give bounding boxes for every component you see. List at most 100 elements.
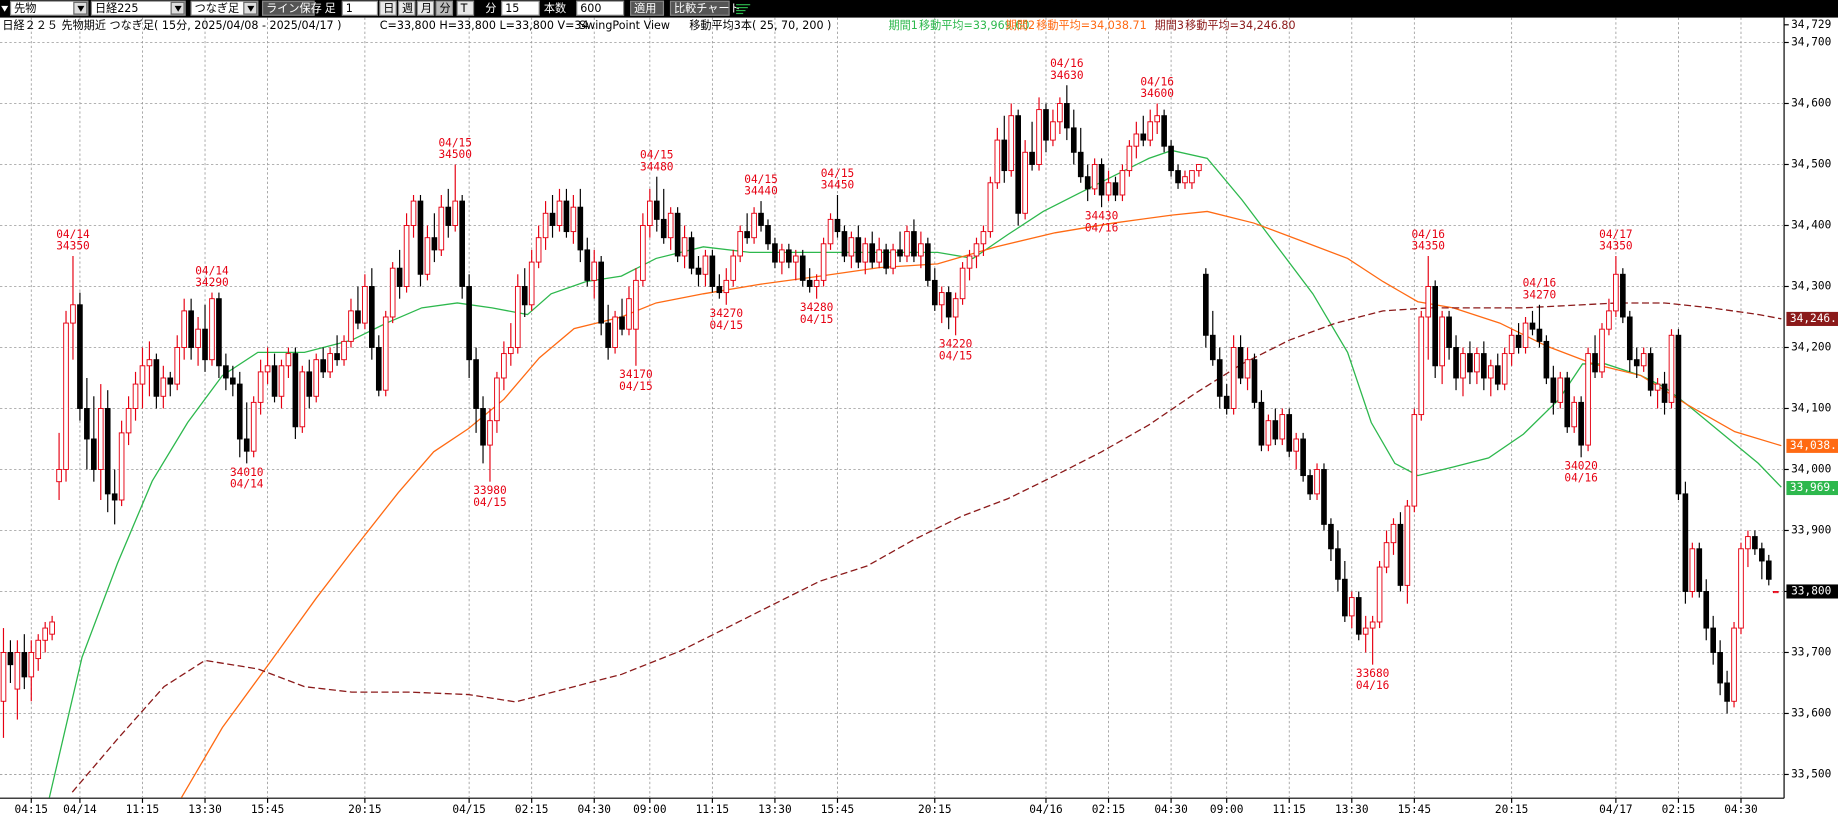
candle-body	[1022, 151, 1028, 214]
candle-body	[362, 286, 368, 324]
candle-body	[70, 304, 76, 324]
candle-body	[1147, 121, 1154, 141]
candle-body	[1182, 176, 1188, 184]
swing-label: 04/14	[195, 264, 229, 277]
candle-body	[306, 371, 313, 397]
swing-label: 34350	[1411, 240, 1445, 253]
candle-body	[188, 310, 194, 348]
candle-body	[494, 377, 500, 422]
candle-body	[730, 255, 737, 281]
y-tick-label: 34,400	[1791, 218, 1831, 231]
input[interactable]	[341, 0, 379, 16]
button[interactable]	[669, 0, 730, 16]
swing-label: 34220	[939, 338, 973, 351]
select-text: 先物	[14, 1, 36, 15]
button-text: 適用	[634, 1, 656, 15]
candle-body	[35, 639, 42, 660]
candle-body	[369, 286, 375, 348]
x-tick-label: 09:00	[1210, 803, 1244, 816]
x-tick-label: 04:30	[1154, 803, 1188, 816]
candle-body	[549, 212, 556, 226]
select[interactable]	[9, 0, 89, 16]
candle-body	[556, 200, 563, 226]
candle-body	[1481, 353, 1487, 379]
period-button[interactable]	[435, 0, 454, 16]
candle-body	[1675, 334, 1682, 495]
candle-body	[1418, 316, 1425, 416]
swing-label: 04/15	[619, 380, 653, 393]
period-button[interactable]	[397, 0, 416, 16]
candle-body	[1286, 414, 1293, 452]
period-button-text: 分	[440, 2, 451, 15]
candle-body	[1613, 273, 1619, 312]
swing-label: 04/16	[1411, 228, 1445, 241]
x-tick-label: 02:15	[1092, 803, 1126, 816]
label: 足	[325, 2, 336, 15]
candle-body	[1772, 591, 1779, 594]
swing-label: 33680	[1356, 667, 1390, 680]
candle-body	[257, 371, 264, 403]
candle-body	[1397, 523, 1404, 586]
candle-body	[1244, 359, 1251, 379]
candle-body	[153, 359, 160, 397]
candle-body	[806, 279, 813, 287]
period-button[interactable]	[416, 0, 435, 16]
candle-body	[514, 286, 521, 348]
button[interactable]	[261, 0, 315, 16]
y-tick-label: 33,500	[1791, 767, 1831, 780]
dropdown-arrow	[247, 5, 255, 12]
price-badge	[1786, 311, 1838, 326]
select[interactable]	[190, 0, 259, 16]
x-tick-label: 09:00	[633, 803, 667, 816]
candle-body	[1508, 334, 1515, 355]
y-tick-label: 34,300	[1791, 279, 1831, 292]
x-tick-label: 11:15	[126, 803, 160, 816]
input-text: 1	[346, 2, 353, 15]
candle-body	[438, 206, 445, 251]
candle-body	[1731, 627, 1737, 702]
input[interactable]	[576, 0, 625, 16]
candle-body	[63, 322, 69, 470]
candle-body	[584, 249, 591, 281]
candle-body	[563, 200, 570, 233]
candle-body	[473, 359, 479, 409]
candle-body	[1592, 353, 1598, 373]
input[interactable]	[501, 0, 540, 16]
swing-label: 34440	[744, 185, 778, 198]
candle-body	[1077, 151, 1084, 178]
candle-body	[1279, 414, 1286, 440]
candle-body	[111, 493, 118, 501]
x-tick-label: 02:15	[1662, 803, 1696, 816]
candle-body	[1230, 347, 1237, 409]
candle-body	[42, 627, 48, 641]
candle-body	[1453, 347, 1459, 379]
period-button[interactable]	[456, 0, 475, 16]
candle-body	[285, 353, 292, 367]
candle-body	[1015, 115, 1021, 214]
period-button[interactable]	[379, 0, 397, 16]
candle-body	[1654, 383, 1661, 391]
price-badge-label: 34,038.	[1790, 439, 1837, 452]
candle-body	[271, 365, 278, 397]
candle-body	[1001, 139, 1008, 172]
candle-body	[1265, 420, 1272, 446]
menu-arrow[interactable]	[1, 5, 9, 12]
candle-body	[77, 304, 83, 409]
candle-body	[91, 438, 97, 470]
candle-body	[1425, 286, 1432, 318]
y-tick-label: 34,729	[1791, 18, 1831, 31]
select[interactable]	[90, 0, 186, 16]
candle-body	[1091, 164, 1098, 190]
button[interactable]	[630, 0, 665, 16]
candle-body	[1745, 536, 1751, 550]
candle-body	[1752, 536, 1758, 550]
candle-body	[1293, 438, 1299, 452]
candle-body	[1133, 133, 1140, 147]
label: 分	[485, 2, 496, 15]
candle-body	[1223, 395, 1230, 409]
swing-label: 33980	[473, 484, 507, 497]
candle-body	[1557, 377, 1564, 403]
candle-body	[125, 408, 132, 434]
swing-label: 04/16	[1564, 471, 1598, 484]
y-tick-label: 33,700	[1791, 645, 1831, 658]
